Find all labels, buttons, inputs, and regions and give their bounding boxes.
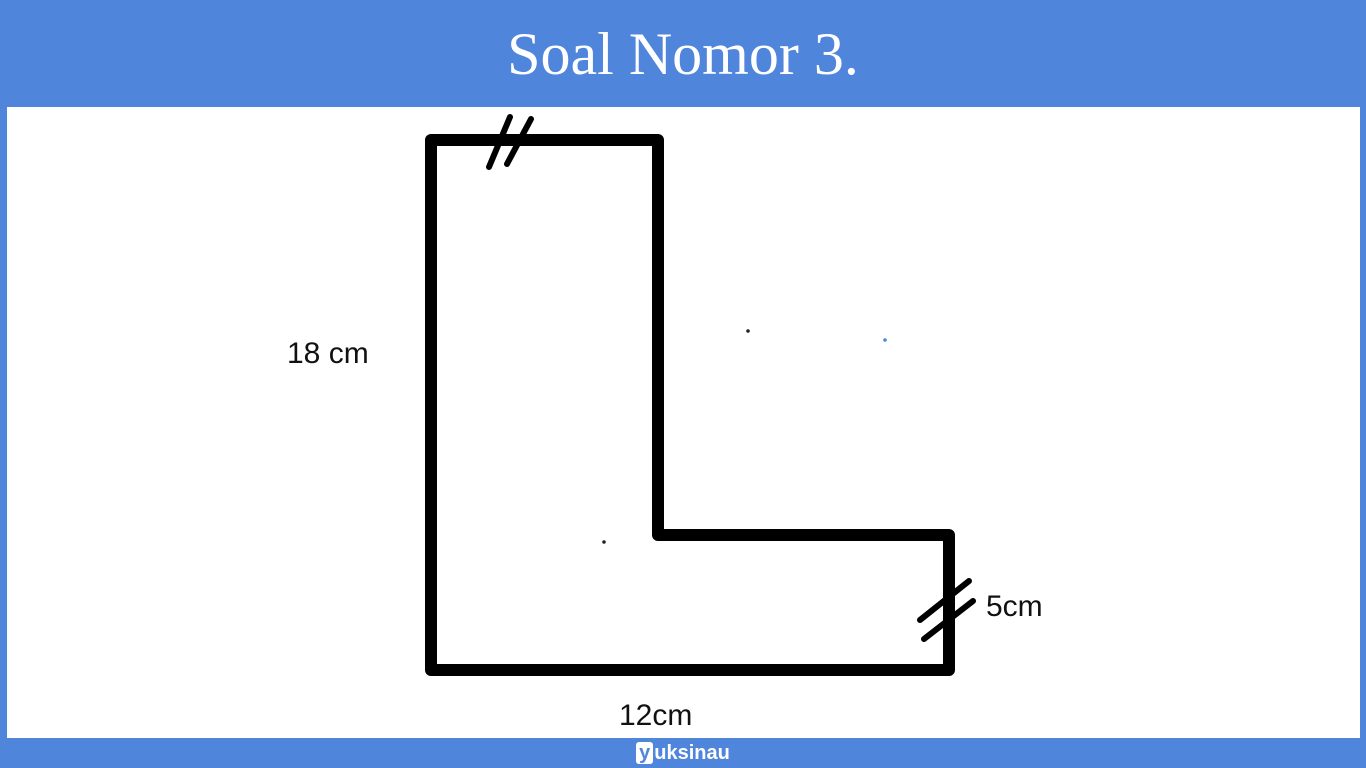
top-edge-tick-marks [486,114,534,170]
width-label: 12cm [619,699,692,732]
thickness-label: 5cm [986,590,1043,623]
l-shape-outline [425,134,955,676]
title-bar: Soal Nomor 3. [0,0,1366,107]
stray-dot [602,540,606,544]
diagram-canvas: 18 cm 12cm 5cm [7,107,1360,738]
slide-title: Soal Nomor 3. [507,20,859,87]
yuksinau-logo: y uksinau [636,742,730,765]
height-label: 18 cm [287,337,369,370]
l-shape-diagram: 18 cm 12cm 5cm [287,114,1043,732]
stray-dot [746,329,750,333]
logo-badge: y [636,742,654,764]
right-edge-tick-marks [917,578,976,642]
footer: y uksinau [0,738,1366,768]
stray-dot [883,338,887,342]
logo-text: uksinau [654,741,730,764]
